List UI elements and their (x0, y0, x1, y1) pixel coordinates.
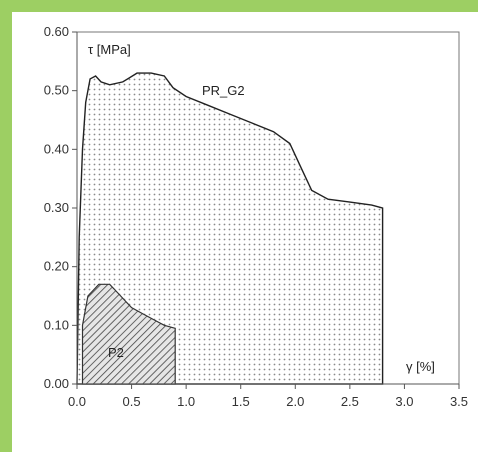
x-tick-label: 2.0 (286, 394, 304, 409)
y-tick-group: 0.00 0.10 0.20 0.30 0.40 0.50 0.60 (44, 24, 77, 391)
x-axis-label: γ [%] (406, 359, 435, 374)
x-tick-label: 1.5 (232, 394, 250, 409)
annotation-pr-g2: PR_G2 (202, 83, 245, 98)
y-tick-label: 0.20 (44, 259, 69, 274)
x-tick-label: 1.0 (177, 394, 195, 409)
x-tick-label: 3.0 (395, 394, 413, 409)
y-tick-label: 0.10 (44, 317, 69, 332)
x-tick-label: 2.5 (341, 394, 359, 409)
y-tick-label: 0.40 (44, 141, 69, 156)
y-tick-label: 0.50 (44, 83, 69, 98)
x-tick-label: 0.0 (68, 394, 86, 409)
series-pr-g2-area (76, 72, 384, 385)
y-tick-label: 0.00 (44, 376, 69, 391)
chart-panel: 0.0 0.5 1.0 1.5 2.0 2.5 3.0 3.5 0.00 0.10 0.20 0.3… (12, 12, 478, 452)
x-tick-label: 0.5 (123, 394, 141, 409)
y-axis-label: τ [MPa] (88, 42, 131, 57)
x-tick-group: 0.0 0.5 1.0 1.5 2.0 2.5 3.0 3.5 (68, 384, 468, 409)
x-tick-label: 3.5 (450, 394, 468, 409)
y-tick-label: 0.30 (44, 200, 69, 215)
series-p2-area (81, 283, 176, 385)
shear-stress-chart: 0.0 0.5 1.0 1.5 2.0 2.5 3.0 3.5 0.00 0.10 0.20 0.3… (44, 24, 468, 409)
annotation-p2: P2 (108, 345, 124, 360)
y-tick-label: 0.60 (44, 24, 69, 39)
